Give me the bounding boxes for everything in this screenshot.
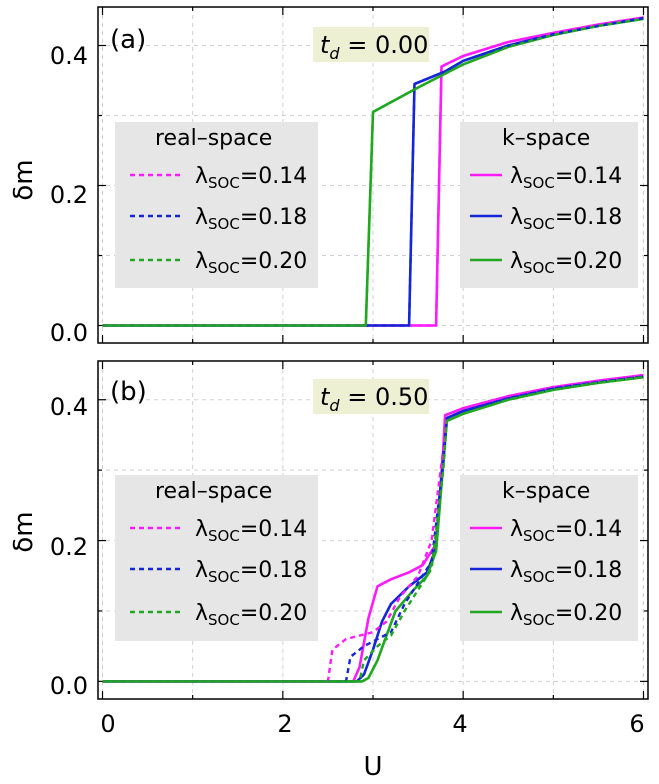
lambda-sub: SOC [523,611,555,629]
lambda-sub: SOC [208,174,240,192]
lambda-sub: SOC [208,259,240,277]
lambda-sub: SOC [523,174,555,192]
legend-value: =0.20 [555,601,622,626]
panel-a-ytick-labels: 0.0 0.2 0.4 [50,42,88,347]
panel-b-legend-k-text-1: λSOC=0.14 [510,517,622,545]
xtick-label-0: 0 [100,710,115,738]
panel-a-legend-k-text-2: λSOC=0.18 [510,205,622,233]
panel-a-td-sub: d [329,44,340,63]
series-line [102,17,644,327]
panel-b-legend-real-title: real–space [155,479,272,504]
lambda-sub: SOC [523,259,555,277]
panel-a-legend-real-text-2: λSOC=0.18 [195,205,307,233]
legend-value: =0.18 [240,558,307,583]
y-axis-label-b: δm [9,511,39,552]
legend-value: =0.18 [240,205,307,230]
panel-b-legend-real-bg [115,475,318,641]
panel-b-ytick-1: 0.2 [50,533,88,561]
panel-b-legend-k-text-3: λSOC=0.20 [510,601,622,629]
panel-b-ytick-labels: 0.0 0.2 0.4 [50,393,88,700]
xtick-label-2: 2 [277,710,292,738]
panel-b-td-box [313,379,429,414]
panel-a-legend-k-text-1: λSOC=0.14 [510,164,622,192]
legend-value: =0.14 [555,164,622,189]
panel-a-ticks [98,7,648,343]
series-line [102,373,644,683]
panel-a-ytick-0: 0.0 [50,319,88,347]
panel-b-series [102,373,644,683]
lambda-symbol: λ [195,164,208,189]
panel-b-td-symbol: t [320,383,331,411]
xtick-label-4: 4 [452,710,467,738]
lambda-sub: SOC [208,215,240,233]
panel-b-legend-real-text-1: λSOC=0.14 [195,517,307,545]
lambda-symbol: λ [195,558,208,583]
panel-a-legend-k: k–space λSOC=0.14 λSOC=0.18 λSOC=0.20 [460,122,638,288]
x-tick-labels: 0 2 4 6 [100,710,644,738]
panel-b-legend-k: k–space λSOC=0.14 λSOC=0.18 λSOC=0.20 [460,475,638,641]
legend-value: =0.18 [555,558,622,583]
lambda-sub: SOC [523,215,555,233]
y-axis-label-a: δm [9,159,39,200]
legend-value: =0.14 [240,164,307,189]
panel-a: 0.0 0.2 0.4 (a) td = 0.00 real–space λSO… [50,6,649,347]
panel-a-ytick-2: 0.4 [50,42,88,70]
panel-b-td-value: = 0.50 [340,383,429,411]
panel-b-ticks [98,361,648,699]
series-line [102,16,644,327]
panel-b-ytick-2: 0.4 [50,393,88,421]
panel-a-legend-real-text-1: λSOC=0.14 [195,164,307,192]
panel-a-legend-real: real–space λSOC=0.14 λSOC=0.18 λSOC=0.20 [115,122,318,288]
panel-a-td-label: td = 0.00 [320,31,428,63]
panel-a-legend-k-text-3: λSOC=0.20 [510,249,622,277]
legend-value: =0.20 [240,249,307,274]
series-line [102,17,644,327]
panel-a-td-box [313,27,429,62]
legend-value: =0.20 [240,601,307,626]
panel-a-series [102,16,644,327]
legend-value: =0.14 [555,517,622,542]
panel-a-legend-real-title: real–space [155,126,272,151]
lambda-symbol: λ [195,601,208,626]
panel-b-tag: (b) [110,377,147,407]
lambda-sub: SOC [208,611,240,629]
panel-b-legend-k-text-2: λSOC=0.18 [510,558,622,586]
legend-value: =0.14 [240,517,307,542]
panel-a-tag: (a) [110,25,146,55]
panel-b-legend-real-text-2: λSOC=0.18 [195,558,307,586]
lambda-symbol: λ [510,517,523,542]
lambda-sub: SOC [208,568,240,586]
panel-a-td-value: = 0.00 [340,31,429,59]
lambda-symbol: λ [510,164,523,189]
panel-a-td-symbol: t [320,31,331,59]
panel-b-legend-real: real–space λSOC=0.14 λSOC=0.18 λSOC=0.20 [115,475,318,641]
panel-b-legend-k-bg [460,475,638,641]
panel-a-legend-k-title: k–space [502,126,590,151]
legend-value: =0.20 [555,249,622,274]
lambda-symbol: λ [195,249,208,274]
legend-value: =0.18 [555,205,622,230]
panel-a-legend-real-text-3: λSOC=0.20 [195,249,307,277]
lambda-symbol: λ [195,517,208,542]
lambda-symbol: λ [510,249,523,274]
lambda-symbol: λ [510,205,523,230]
panel-b: 0.0 0.2 0.4 (b) td = 0.50 real–space λSO… [50,360,649,700]
x-axis-label: U [363,752,382,782]
panel-a-ytick-1: 0.2 [50,181,88,209]
panel-b-legend-real-text-3: λSOC=0.20 [195,601,307,629]
lambda-symbol: λ [195,205,208,230]
panel-b-td-label: td = 0.50 [320,383,428,415]
lambda-sub: SOC [523,568,555,586]
panel-b-legend-k-title: k–space [502,479,590,504]
lambda-symbol: λ [510,558,523,583]
lambda-symbol: λ [510,601,523,626]
panel-b-ytick-0: 0.0 [50,672,88,700]
xtick-label-6: 6 [629,710,644,738]
lambda-sub: SOC [523,527,555,545]
panel-b-td-sub: d [329,396,340,415]
lambda-sub: SOC [208,527,240,545]
